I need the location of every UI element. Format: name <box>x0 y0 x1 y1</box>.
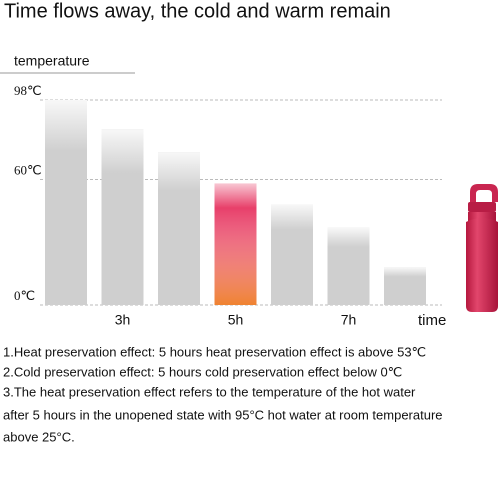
bar-shade <box>327 227 370 305</box>
note: 1.Heat preservation effect: 5 hours heat… <box>3 344 426 359</box>
chart-title: Time flows away, the cold and warm remai… <box>4 0 391 22</box>
bar-shade <box>45 100 87 305</box>
y-tick-label: 60℃ <box>14 162 42 177</box>
bar-shade <box>384 267 426 305</box>
x-tick-label: 3h <box>115 312 131 328</box>
bottle <box>466 184 498 312</box>
bar-shade <box>214 183 257 305</box>
bar-shade <box>271 204 313 305</box>
y-tick-label: 98℃ <box>14 83 42 98</box>
note: 3.The heat preservation effect refers to… <box>3 384 416 399</box>
note: after 5 hours in the unopened state with… <box>3 407 443 422</box>
note: above 25°C. <box>3 429 75 444</box>
bar-shade <box>158 152 200 305</box>
x-tick-label: 5h <box>228 312 244 328</box>
y-tick-label: 0℃ <box>14 288 35 303</box>
x-axis-label: time <box>418 312 446 329</box>
bar-shade <box>101 129 144 305</box>
y-axis-label: temperature <box>14 53 90 69</box>
note: 2.Cold preservation effect: 5 hours cold… <box>3 364 402 379</box>
x-tick-label: 7h <box>341 312 357 328</box>
